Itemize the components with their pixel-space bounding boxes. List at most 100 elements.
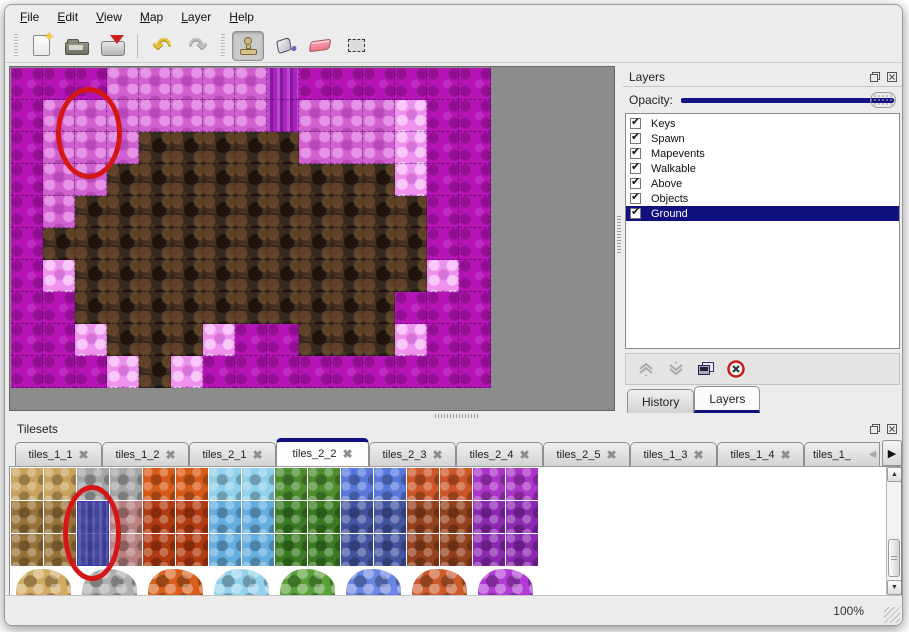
layer-row-mapevents[interactable]: ✔ Mapevents bbox=[626, 146, 899, 161]
float-panel-icon[interactable] bbox=[868, 70, 881, 83]
map-tile[interactable] bbox=[395, 356, 427, 388]
tileset-tile-ice-blue[interactable] bbox=[209, 501, 241, 533]
map-tile[interactable] bbox=[235, 196, 267, 228]
tileset-tile-crystal-blue[interactable] bbox=[341, 468, 373, 500]
tileset-tab-tiles_1_[interactable]: tiles_1_ bbox=[804, 442, 866, 466]
map-tile[interactable] bbox=[107, 164, 139, 196]
map-tile[interactable] bbox=[11, 164, 43, 196]
tileset-tile-ice-blue[interactable] bbox=[209, 534, 241, 566]
map-tile[interactable] bbox=[75, 100, 107, 132]
tileset-tile-lava-orange[interactable] bbox=[143, 534, 175, 566]
map-tile[interactable] bbox=[235, 260, 267, 292]
map-tile[interactable] bbox=[203, 100, 235, 132]
map-tile[interactable] bbox=[395, 100, 427, 132]
map-tile[interactable] bbox=[11, 68, 43, 100]
map-tile[interactable] bbox=[203, 132, 235, 164]
map-tile[interactable] bbox=[427, 100, 459, 132]
tileset-tile-grass-tan[interactable] bbox=[44, 534, 76, 566]
map-tile[interactable] bbox=[107, 228, 139, 260]
map-tile[interactable] bbox=[427, 196, 459, 228]
tileset-tile-cell-purple[interactable] bbox=[473, 468, 505, 500]
map-tile[interactable] bbox=[427, 68, 459, 100]
tileset-blob-cell[interactable] bbox=[407, 567, 472, 595]
map-tile[interactable] bbox=[11, 292, 43, 324]
map-tile[interactable] bbox=[171, 68, 203, 100]
map-tile[interactable] bbox=[331, 164, 363, 196]
map-tile[interactable] bbox=[203, 196, 235, 228]
map-tile[interactable] bbox=[363, 196, 395, 228]
tab-close-icon[interactable]: ✖ bbox=[780, 447, 791, 462]
map-tile[interactable] bbox=[331, 68, 363, 100]
map-tile[interactable] bbox=[235, 164, 267, 196]
map-tile[interactable] bbox=[459, 356, 491, 388]
tileset-tile-lava-orange[interactable] bbox=[176, 501, 208, 533]
map-tile[interactable] bbox=[395, 324, 427, 356]
select-tool-button[interactable] bbox=[340, 31, 372, 61]
map-tile[interactable] bbox=[363, 292, 395, 324]
tileset-tile-stone-gray[interactable] bbox=[110, 501, 142, 533]
save-file-button[interactable] bbox=[97, 31, 129, 61]
toolbar-grip[interactable] bbox=[220, 33, 226, 58]
map-tile[interactable] bbox=[139, 292, 171, 324]
map-tile[interactable] bbox=[235, 228, 267, 260]
map-tile[interactable] bbox=[427, 324, 459, 356]
tileset-vertical-scrollbar[interactable]: ▲ ▼ bbox=[886, 467, 901, 595]
map-tile[interactable] bbox=[299, 260, 331, 292]
tileset-tab-tiles_2_3[interactable]: tiles_2_3 ✖ bbox=[369, 442, 456, 466]
layer-row-keys[interactable]: ✔ Keys bbox=[626, 116, 899, 131]
map-tile[interactable] bbox=[459, 68, 491, 100]
map-tile[interactable] bbox=[363, 164, 395, 196]
tileset-tab-tiles_1_2[interactable]: tiles_1_2 ✖ bbox=[102, 442, 189, 466]
tileset-tile-ice-blue[interactable] bbox=[242, 534, 274, 566]
tab-history[interactable]: History bbox=[627, 389, 695, 413]
tileset-tile-ice-blue[interactable] bbox=[242, 468, 274, 500]
map-tile[interactable] bbox=[203, 164, 235, 196]
tileset-view[interactable]: ▲ ▼ bbox=[9, 467, 902, 596]
undo-button[interactable]: ↶ bbox=[146, 31, 178, 61]
menu-file[interactable]: File bbox=[20, 10, 40, 24]
map-tile[interactable] bbox=[427, 292, 459, 324]
tab-scroll-left-icon[interactable]: ◀ bbox=[866, 442, 880, 466]
map-tile[interactable] bbox=[395, 68, 427, 100]
map-tile[interactable] bbox=[75, 292, 107, 324]
tab-close-icon[interactable]: ✖ bbox=[519, 447, 530, 462]
tileset-tile-cell-purple[interactable] bbox=[506, 468, 538, 500]
map-tile[interactable] bbox=[395, 292, 427, 324]
map-tile[interactable] bbox=[267, 196, 299, 228]
tileset-tile-vine-green[interactable] bbox=[275, 501, 307, 533]
map-tile[interactable] bbox=[43, 196, 75, 228]
tileset-tile-cell-purple[interactable] bbox=[506, 534, 538, 566]
map-tile[interactable] bbox=[75, 196, 107, 228]
map-tile[interactable] bbox=[235, 68, 267, 100]
map-tile[interactable] bbox=[459, 228, 491, 260]
tileset-tile-grass-tan[interactable] bbox=[11, 468, 43, 500]
map-tile[interactable] bbox=[427, 164, 459, 196]
layer-visibility-checkbox[interactable]: ✔ bbox=[630, 191, 641, 204]
tileset-tile-rock-red[interactable] bbox=[407, 468, 439, 500]
tileset-tile-ice-blue[interactable] bbox=[209, 468, 241, 500]
tileset-tile-lava-orange[interactable] bbox=[176, 534, 208, 566]
duplicate-layer-button[interactable] bbox=[694, 357, 718, 381]
scroll-up-arrow[interactable]: ▲ bbox=[887, 467, 901, 482]
map-tile[interactable] bbox=[43, 292, 75, 324]
window-resize-grip[interactable] bbox=[884, 607, 900, 623]
map-tile[interactable] bbox=[395, 228, 427, 260]
raise-layer-button[interactable] bbox=[634, 357, 658, 381]
tileset-blob-cell[interactable] bbox=[11, 567, 76, 595]
layer-row-spawn[interactable]: ✔ Spawn bbox=[626, 131, 899, 146]
eraser-tool-button[interactable] bbox=[304, 31, 336, 61]
map-tile[interactable] bbox=[107, 196, 139, 228]
map-tile[interactable] bbox=[43, 164, 75, 196]
tileset-tile-rock-red[interactable] bbox=[440, 501, 472, 533]
new-file-button[interactable] bbox=[25, 29, 57, 61]
tileset-tile-rock-red[interactable] bbox=[407, 534, 439, 566]
map-tile[interactable] bbox=[331, 100, 363, 132]
map-tile[interactable] bbox=[395, 164, 427, 196]
map-tile[interactable] bbox=[171, 164, 203, 196]
map-tile[interactable] bbox=[75, 68, 107, 100]
map-tile[interactable] bbox=[11, 196, 43, 228]
map-tile[interactable] bbox=[203, 356, 235, 388]
map-tile[interactable] bbox=[459, 164, 491, 196]
map-tile[interactable] bbox=[11, 100, 43, 132]
map-tile[interactable] bbox=[299, 356, 331, 388]
